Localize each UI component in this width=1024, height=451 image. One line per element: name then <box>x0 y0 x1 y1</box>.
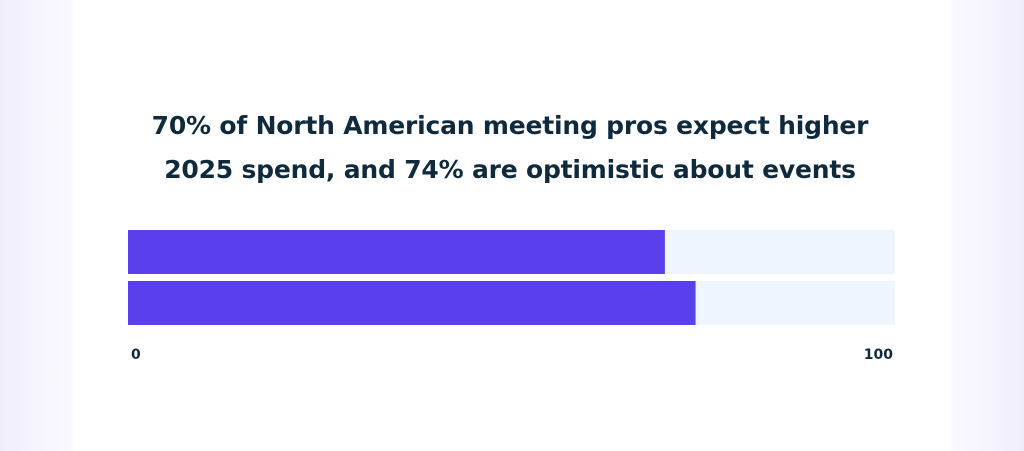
bar <box>128 281 696 325</box>
x-tick-label: 100 <box>864 347 893 363</box>
x-tick-label: 0 <box>131 347 141 363</box>
card <box>75 0 949 451</box>
chart-title: 70% of North American meeting pros expec… <box>151 111 869 184</box>
bar <box>128 230 665 274</box>
